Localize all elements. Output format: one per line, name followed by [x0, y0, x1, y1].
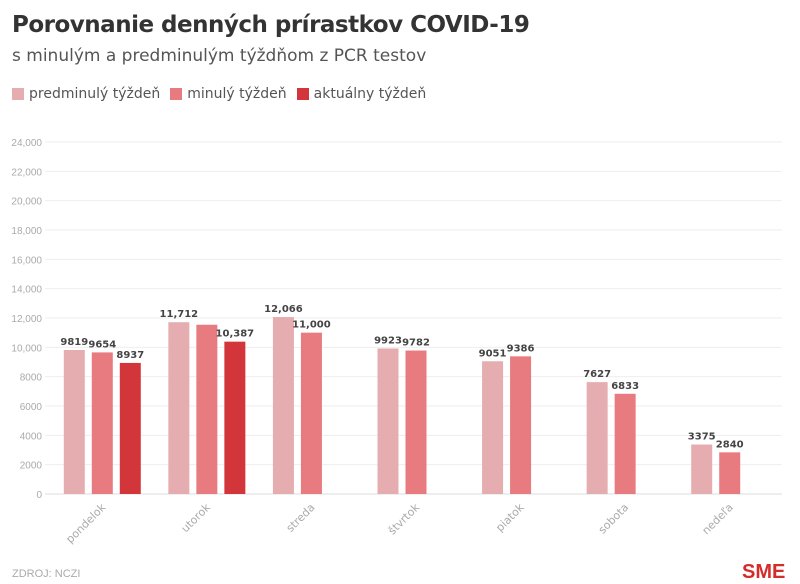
bar: [691, 444, 713, 494]
chart-title: Porovnanie denných prírastkov COVID-19: [12, 12, 530, 38]
y-tick-label: 8000: [20, 373, 43, 384]
data-label: 9782: [402, 338, 430, 349]
legend-label: predminulý týždeň: [29, 86, 161, 102]
x-tick-label: streda: [284, 501, 318, 535]
legend-swatch: [296, 88, 309, 100]
legend: predminulý týždeň minulý týždeň aktuálny…: [12, 86, 426, 102]
y-tick-label: 14,000: [11, 285, 42, 296]
data-label: 11,712: [160, 309, 199, 320]
x-tick-label: piatok: [493, 500, 527, 534]
chart-subtitle: s minulým a predminulým týždňom z PCR te…: [12, 46, 427, 66]
legend-item: minulý týždeň: [170, 86, 287, 102]
y-tick-label: 10,000: [11, 343, 42, 354]
y-tick-label: 20,000: [11, 197, 42, 208]
y-tick-label: 12,000: [11, 314, 42, 325]
bar: [377, 348, 399, 494]
bar: [272, 317, 294, 494]
data-label: 7627: [583, 369, 611, 380]
data-label: 3375: [688, 432, 716, 443]
legend-item: aktuálny týždeň: [296, 86, 427, 102]
x-tick-label: sobota: [596, 501, 632, 537]
data-label: 2840: [716, 439, 744, 450]
data-label: 9923: [374, 335, 402, 346]
data-label: 6833: [611, 381, 639, 392]
legend-label: minulý týždeň: [187, 86, 287, 102]
source-note: ZDROJ: NCZI: [12, 568, 81, 580]
bar: [510, 356, 532, 494]
x-tick-label: pondelok: [63, 500, 108, 545]
y-tick-label: 22,000: [11, 167, 42, 178]
data-label: 8937: [116, 350, 144, 361]
bar: [300, 332, 322, 494]
data-label: 9819: [60, 337, 88, 348]
data-label: 9654: [88, 339, 116, 350]
y-tick-label: 24,000: [11, 138, 42, 149]
bar: [168, 322, 190, 494]
legend-label: aktuálny týždeň: [313, 86, 427, 102]
data-label: 9386: [507, 343, 535, 354]
y-tick-label: 4000: [20, 431, 43, 442]
bar: [586, 382, 608, 494]
y-tick-label: 6000: [20, 402, 43, 413]
data-label: 9051: [479, 348, 507, 359]
data-label: 11,000: [292, 320, 331, 331]
y-tick-label: 16,000: [11, 255, 42, 266]
legend-swatch: [12, 88, 24, 100]
data-label: 10,387: [216, 329, 255, 340]
bar: [482, 361, 504, 494]
bar: [405, 350, 427, 494]
bar: [196, 324, 218, 494]
legend-item: predminulý týždeň: [12, 86, 160, 102]
bar: [224, 341, 246, 494]
bar: [614, 393, 636, 494]
legend-swatch: [170, 88, 183, 100]
bar: [91, 352, 113, 494]
data-label: 12,066: [264, 304, 303, 315]
x-tick-label: utorok: [179, 500, 214, 535]
bar: [719, 452, 741, 494]
x-tick-label: štvrtok: [386, 500, 423, 537]
bar: [119, 362, 141, 494]
sme-logo: SME: [742, 561, 786, 583]
y-tick-label: 0: [36, 490, 42, 501]
y-tick-label: 2000: [20, 461, 43, 472]
y-tick-label: 18,000: [11, 226, 42, 237]
x-tick-label: nedeľa: [700, 501, 736, 537]
bar: [63, 349, 85, 494]
